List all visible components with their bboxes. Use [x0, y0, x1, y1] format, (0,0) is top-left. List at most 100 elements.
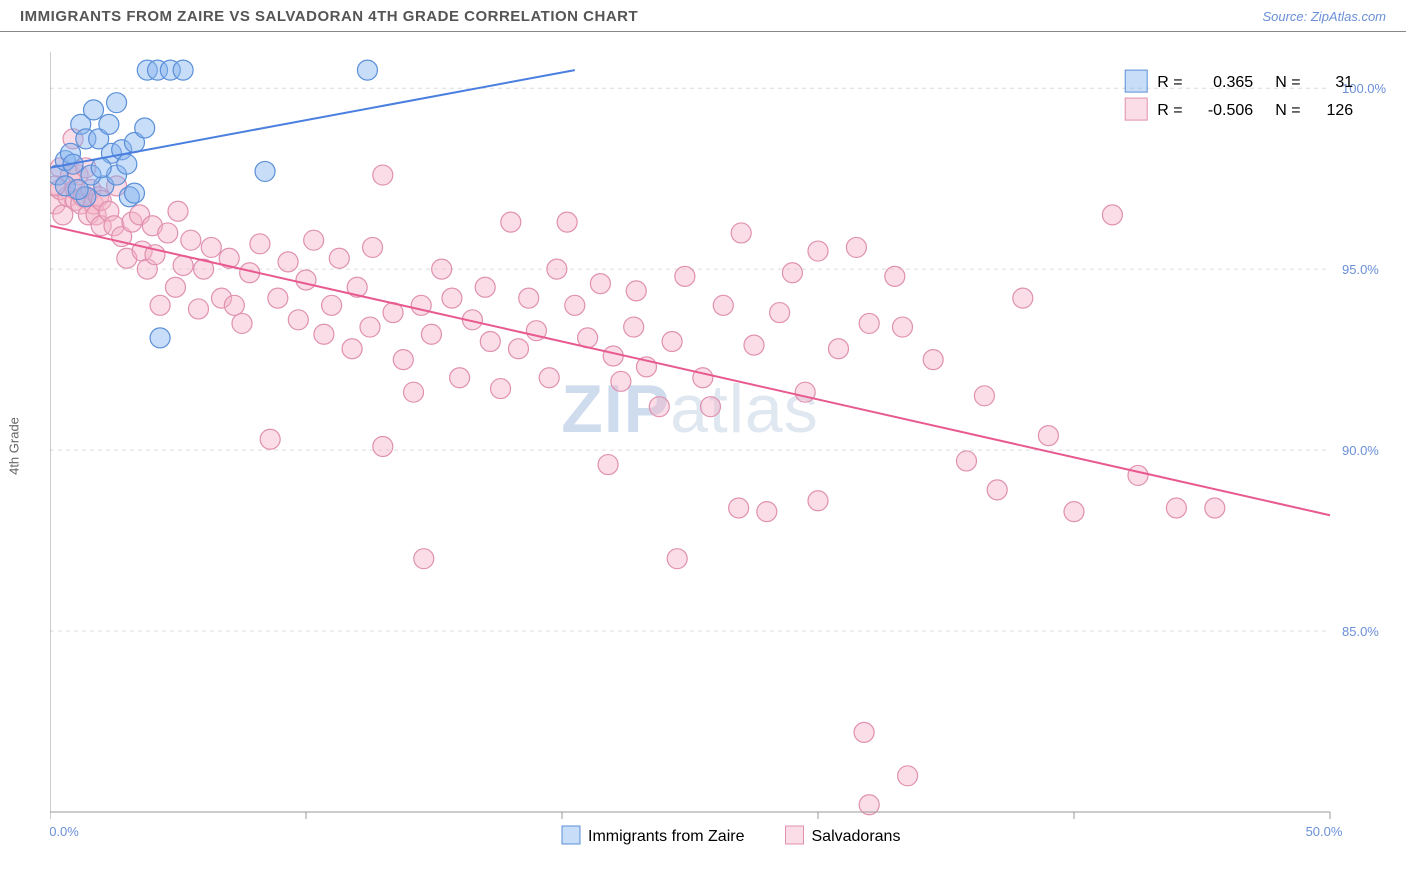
data-point	[201, 237, 221, 257]
data-point	[547, 259, 567, 279]
data-point	[603, 346, 623, 366]
data-point	[373, 436, 393, 456]
data-point	[360, 317, 380, 337]
data-point	[782, 263, 802, 283]
data-point	[107, 93, 127, 113]
data-point	[150, 328, 170, 348]
data-point	[729, 498, 749, 518]
scatter-plot: 85.0%90.0%95.0%100.0%ZIPatlas0.0%50.0%R …	[50, 32, 1390, 872]
legend-swatch	[562, 826, 580, 844]
data-point	[450, 368, 470, 388]
data-point	[173, 60, 193, 80]
data-point	[662, 332, 682, 352]
data-point	[501, 212, 521, 232]
data-point	[1102, 205, 1122, 225]
y-tick-label: 85.0%	[1342, 624, 1379, 639]
data-point	[649, 397, 669, 417]
data-point	[150, 295, 170, 315]
legend-r-label: R =	[1157, 74, 1182, 91]
data-point	[667, 549, 687, 569]
legend-n-label: N =	[1275, 74, 1300, 91]
chart-container: 85.0%90.0%95.0%100.0%ZIPatlas0.0%50.0%R …	[50, 32, 1390, 840]
y-tick-label: 90.0%	[1342, 443, 1379, 458]
data-point	[539, 368, 559, 388]
data-point	[590, 274, 610, 294]
legend-label: Immigrants from Zaire	[588, 828, 745, 845]
data-point	[165, 277, 185, 297]
watermark: ZIPatlas	[561, 371, 818, 447]
data-point	[598, 455, 618, 475]
y-axis-label: 4th Grade	[7, 417, 22, 475]
data-point	[329, 248, 349, 268]
data-point	[491, 379, 511, 399]
data-point	[373, 165, 393, 185]
y-tick-label: 95.0%	[1342, 262, 1379, 277]
data-point	[91, 158, 111, 178]
data-point	[956, 451, 976, 471]
data-point	[304, 230, 324, 250]
data-point	[557, 212, 577, 232]
legend-swatch	[1125, 70, 1147, 92]
x-tick-label: 0.0%	[50, 824, 79, 839]
data-point	[296, 270, 316, 290]
data-point	[268, 288, 288, 308]
data-point	[278, 252, 298, 272]
data-point	[859, 313, 879, 333]
data-point	[974, 386, 994, 406]
data-point	[1128, 465, 1148, 485]
data-point	[393, 350, 413, 370]
data-point	[846, 237, 866, 257]
data-point	[475, 277, 495, 297]
data-point	[987, 480, 1007, 500]
data-point	[442, 288, 462, 308]
data-point	[411, 295, 431, 315]
data-point	[168, 201, 188, 221]
data-point	[828, 339, 848, 359]
data-point	[854, 722, 874, 742]
legend-swatch	[786, 826, 804, 844]
data-point	[519, 288, 539, 308]
data-point	[898, 766, 918, 786]
data-point	[260, 429, 280, 449]
data-point	[250, 234, 270, 254]
data-point	[421, 324, 441, 344]
data-point	[675, 266, 695, 286]
legend-n-value: 126	[1326, 102, 1353, 119]
data-point	[232, 313, 252, 333]
data-point	[885, 266, 905, 286]
data-point	[357, 60, 377, 80]
data-point	[363, 237, 383, 257]
data-point	[158, 223, 178, 243]
data-point	[117, 154, 137, 174]
trend-line-blue	[50, 70, 575, 168]
legend-r-label: R =	[1157, 102, 1182, 119]
legend-label: Salvadorans	[812, 828, 901, 845]
data-point	[414, 549, 434, 569]
data-point	[124, 183, 144, 203]
legend-r-value: 0.365	[1213, 74, 1253, 91]
data-point	[1013, 288, 1033, 308]
data-point	[1166, 498, 1186, 518]
data-point	[626, 281, 646, 301]
legend-n-label: N =	[1275, 102, 1300, 119]
data-point	[255, 161, 275, 181]
x-tick-label: 50.0%	[1306, 824, 1343, 839]
data-point	[508, 339, 528, 359]
data-point	[99, 114, 119, 134]
chart-title: IMMIGRANTS FROM ZAIRE VS SALVADORAN 4TH …	[20, 8, 638, 25]
data-point	[808, 491, 828, 511]
legend-n-value: 31	[1335, 74, 1353, 91]
data-point	[770, 303, 790, 323]
data-point	[135, 118, 155, 138]
data-point	[624, 317, 644, 337]
data-point	[713, 295, 733, 315]
data-point	[700, 397, 720, 417]
data-point	[288, 310, 308, 330]
data-point	[808, 241, 828, 261]
data-point	[565, 295, 585, 315]
data-point	[173, 256, 193, 276]
data-point	[744, 335, 764, 355]
data-point	[322, 295, 342, 315]
legend-swatch	[1125, 98, 1147, 120]
data-point	[188, 299, 208, 319]
